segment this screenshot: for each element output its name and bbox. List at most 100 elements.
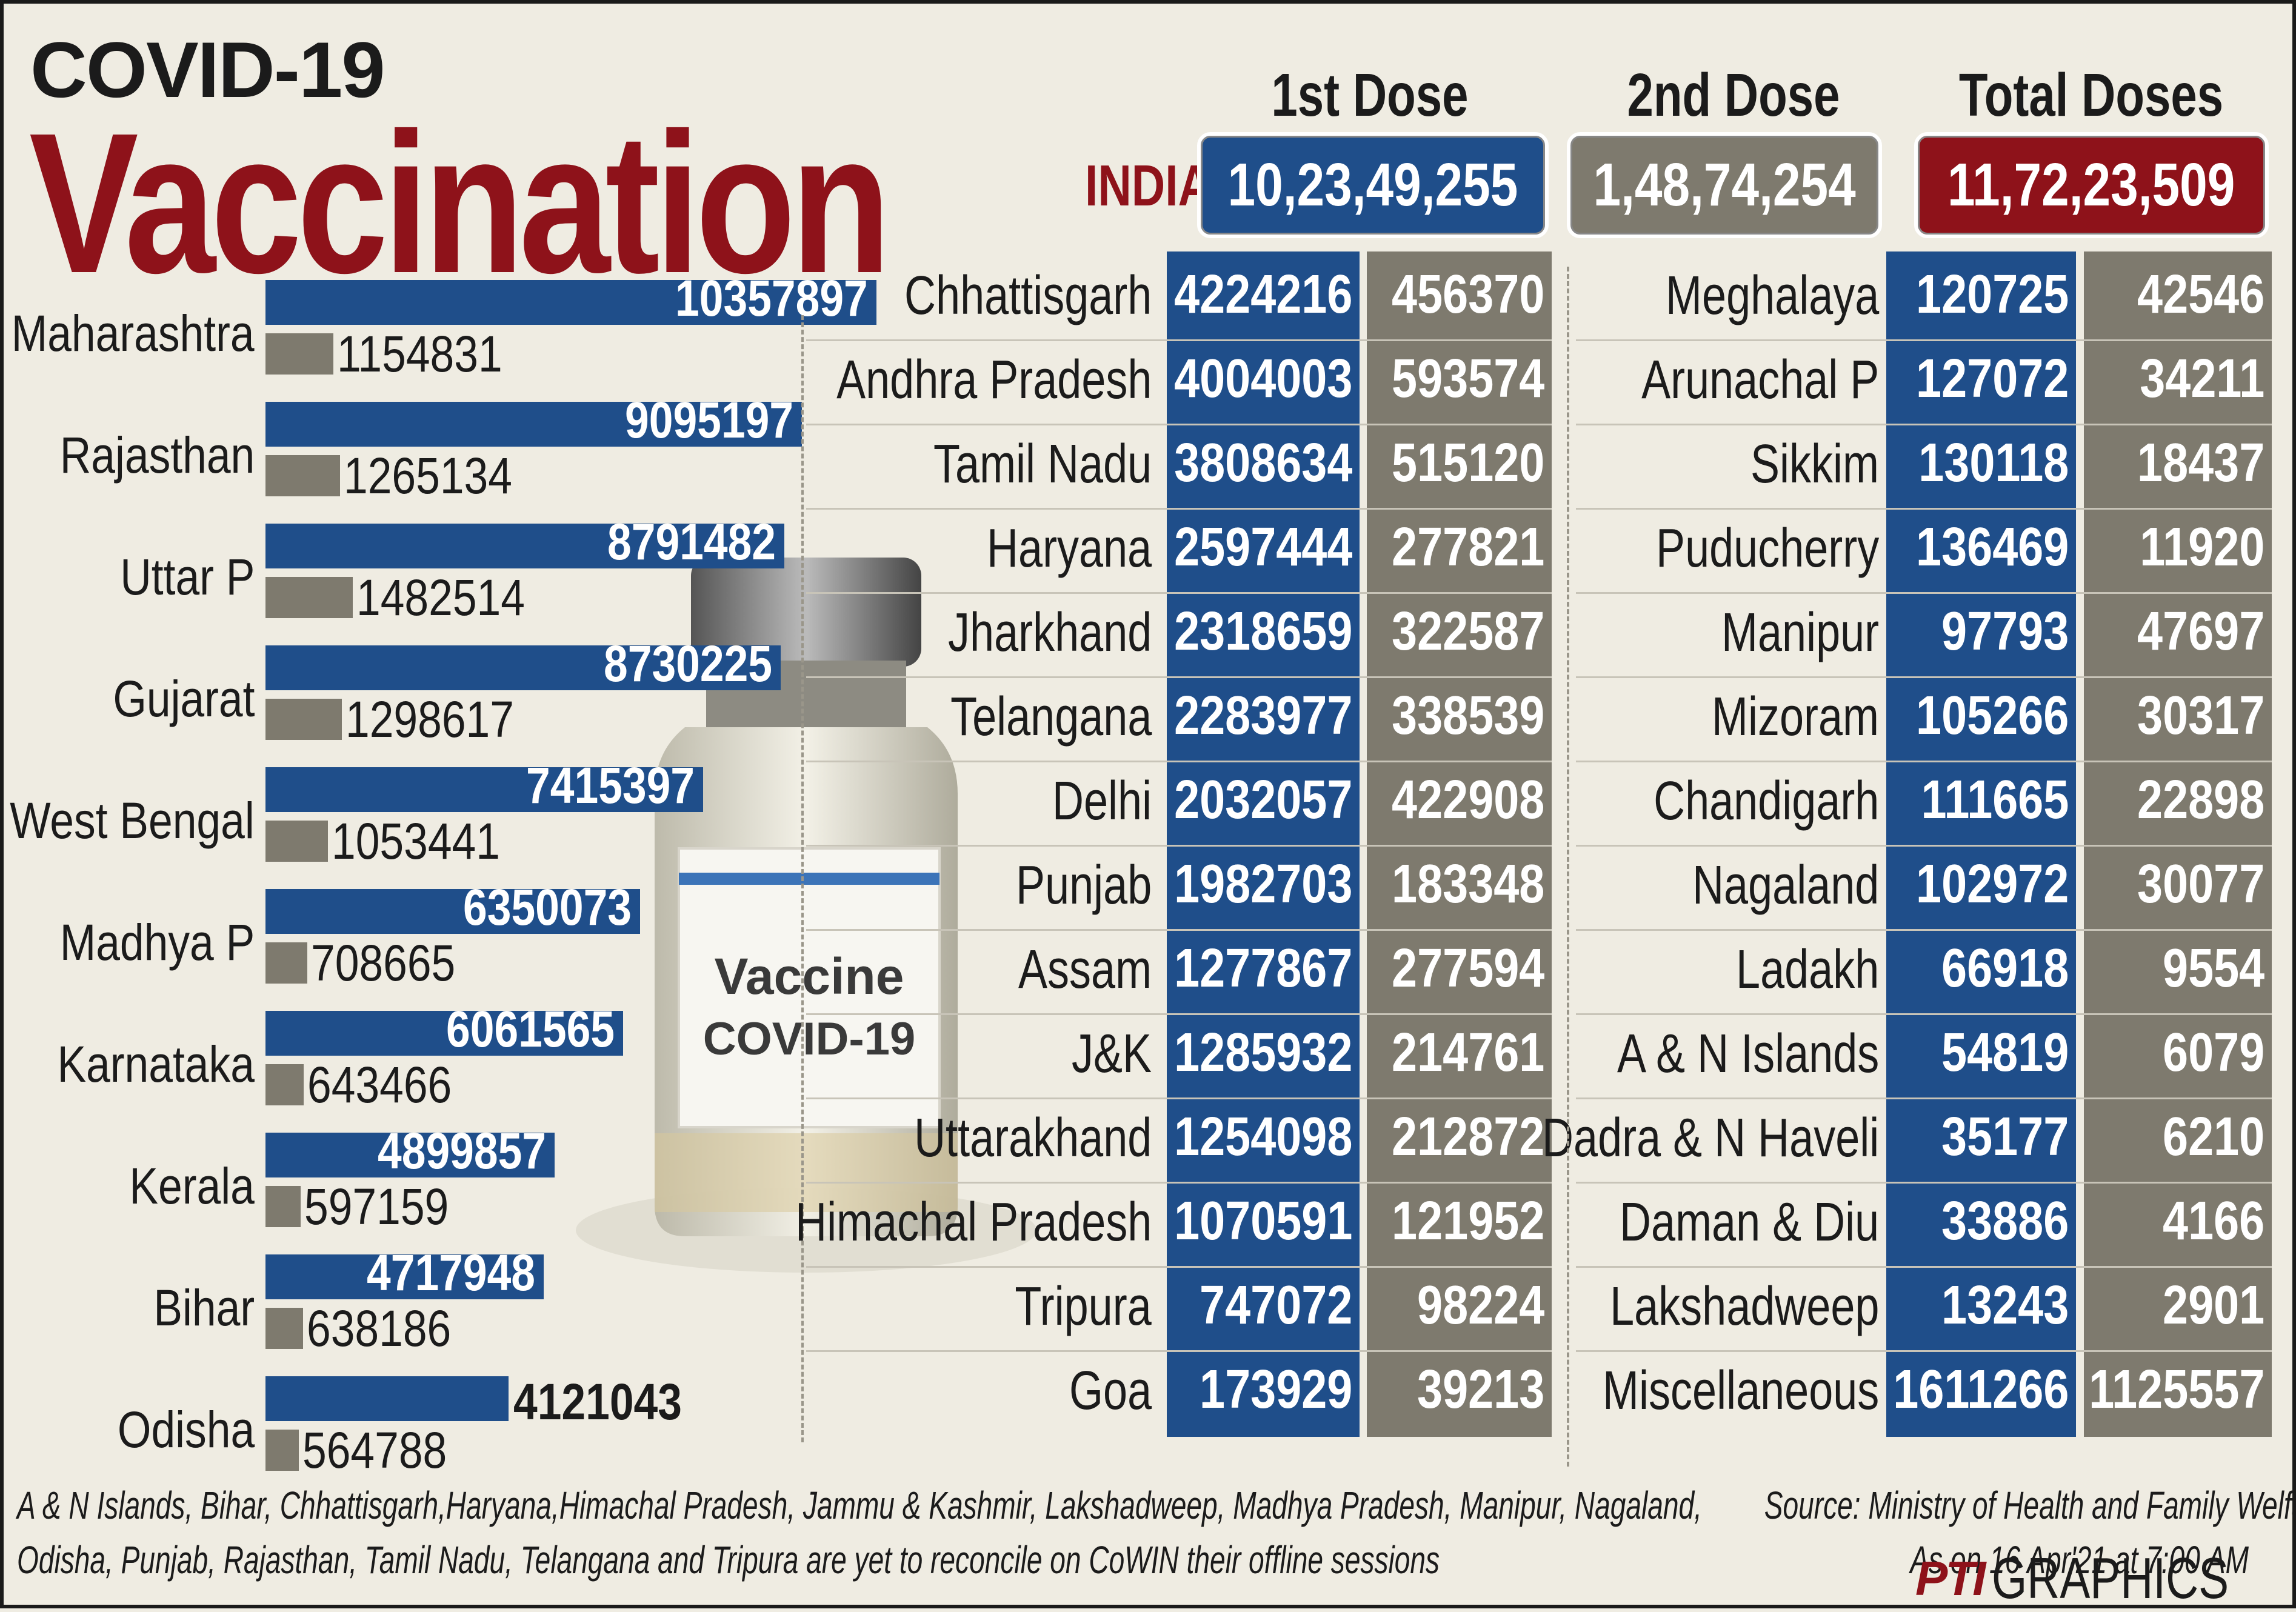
table-cell-first-dose: 97793: [1941, 601, 2069, 662]
bar-first-dose-value: 6061565: [446, 1001, 615, 1057]
table-row-separator: [1576, 424, 2272, 425]
table-divider: [1567, 267, 1569, 1467]
chart-guide-line: [801, 315, 804, 1442]
table-row-label: Uttarakhand: [913, 1108, 1152, 1168]
bar-second-dose: [265, 333, 334, 375]
table-row-separator: [806, 339, 1552, 341]
header-first-dose: 1st Dose: [1271, 61, 1469, 129]
bar-second-dose: [265, 942, 307, 984]
pti-logo-mark: PTI: [1915, 1551, 1986, 1605]
table-cell-first-dose: 4224216: [1173, 264, 1352, 325]
table-row-label: Nagaland: [1692, 855, 1879, 916]
table-cell-first-dose: 54819: [1941, 1022, 2069, 1083]
table-row-separator: [806, 424, 1552, 425]
header-second-dose: 2nd Dose: [1627, 61, 1840, 129]
table-row-label: Jharkhand: [947, 602, 1152, 663]
table-row-label: Goa: [1069, 1361, 1152, 1421]
table-row-separator: [806, 845, 1552, 847]
table-cell-first-dose: 13243: [1941, 1275, 2069, 1336]
table-row-separator: [806, 1182, 1552, 1184]
pti-graphics-logo: PTI GRAPHICS: [1915, 1545, 2296, 1612]
table-cell-second-dose: 121952: [1391, 1191, 1544, 1251]
table-row-label: Mizoram: [1711, 687, 1879, 747]
bar-category-label: Uttar P: [119, 548, 255, 605]
footnote-line-1: A & N Islands, Bihar, Chhattisgarh,Harya…: [17, 1484, 1702, 1527]
bar-category-label: West Bengal: [10, 792, 255, 849]
table-row-label: Sikkim: [1750, 434, 1879, 495]
table-row-label: Meghalaya: [1665, 265, 1879, 326]
table-row-label: Ladakh: [1735, 939, 1879, 1000]
bar-second-dose-value: 1154831: [337, 325, 503, 382]
table-cell-second-dose: 30317: [2137, 685, 2264, 746]
bar-first-dose: [265, 402, 803, 447]
table-cell-first-dose: 120725: [1915, 264, 2069, 325]
vial-label-line2: COVID-19: [703, 1013, 916, 1065]
second-dose-column: [2084, 251, 2272, 1437]
bar-category-label: Rajasthan: [59, 427, 255, 484]
bar-first-dose: [265, 1011, 623, 1056]
bar-second-dose: [265, 577, 353, 618]
table-row-label: Tamil Nadu: [933, 434, 1152, 495]
header-total-doses: Total Doses: [1958, 61, 2224, 129]
bar-category-label: Kerala: [129, 1157, 255, 1214]
bar-second-dose: [265, 1064, 304, 1105]
table-row-label: Arunachal P: [1641, 350, 1879, 410]
bar-second-dose: [265, 455, 341, 496]
bar-category-label: Madhya P: [59, 914, 255, 971]
india-second-dose-pill: 1,48,74,254: [1567, 132, 1882, 238]
country-label: INDIA: [1085, 153, 1212, 218]
table-cell-second-dose: 11920: [2139, 517, 2264, 578]
table-cell-first-dose: 2032057: [1173, 770, 1352, 830]
bar-second-dose: [265, 1186, 301, 1227]
table-row-separator: [1576, 592, 2272, 594]
bar-second-dose-value: 643466: [307, 1056, 452, 1113]
bar-first-dose-value: 4717948: [367, 1244, 536, 1301]
bar-second-dose-value: 638186: [307, 1300, 452, 1357]
table-row-label: Delhi: [1052, 771, 1152, 831]
table-row-label: Puducherry: [1655, 518, 1879, 579]
second-dose-column: [1367, 251, 1552, 1437]
table-row-separator: [1576, 1013, 2272, 1015]
source-block: Source: Ministry of Health and Family We…: [1576, 1479, 2296, 1587]
first-dose-column: [1886, 251, 2076, 1437]
bar-first-dose: [265, 1133, 555, 1177]
table-cell-first-dose: 1070591: [1173, 1191, 1352, 1251]
bar-category-label: Odisha: [117, 1401, 255, 1458]
bar-first-dose-value: 8730225: [603, 635, 772, 692]
table-row-label: A & N Islands: [1617, 1024, 1879, 1084]
bar-first-dose-value: 4121043: [513, 1373, 682, 1430]
bar-second-dose-value: 597159: [304, 1178, 449, 1235]
table-cell-second-dose: 593574: [1391, 348, 1544, 409]
footnote: A & N Islands, Bihar, Chhattisgarh,Harya…: [17, 1479, 2296, 1587]
bar-first-dose-value: 8791482: [607, 513, 776, 570]
table-cell-second-dose: 34211: [2139, 348, 2264, 409]
bar-second-dose-value: 1482514: [356, 569, 526, 626]
table-row-separator: [1576, 339, 2272, 341]
table-row-separator: [1576, 761, 2272, 762]
bar-first-dose: [265, 1376, 509, 1421]
bar-first-dose-value: 6350073: [463, 879, 632, 936]
bar-second-dose-value: 1265134: [344, 447, 513, 504]
table-cell-second-dose: 39213: [1417, 1359, 1544, 1420]
kicker-title: COVID-19: [30, 25, 385, 114]
table-cell-second-dose: 47697: [2137, 601, 2264, 662]
table-row-label: Lakshadweep: [1609, 1276, 1879, 1337]
india-second-dose-value: 1,48,74,254: [1593, 151, 1856, 219]
table-cell-first-dose: 33886: [1941, 1191, 2069, 1251]
table-cell-second-dose: 4166: [2162, 1191, 2264, 1251]
bar-category-label: Karnataka: [57, 1036, 255, 1093]
table-row-label: Haryana: [986, 518, 1152, 579]
table-cell-second-dose: 2901: [2162, 1275, 2264, 1336]
table-row-separator: [806, 1350, 1552, 1352]
table-row-label: Daman & Diu: [1619, 1192, 1879, 1253]
table-cell-first-dose: 136469: [1915, 517, 2069, 578]
table-cell-first-dose: 105266: [1915, 685, 2069, 746]
bar-second-dose-value: 1053441: [331, 813, 500, 870]
table-row-label: Assam: [1018, 939, 1152, 1000]
table-row-separator: [1576, 929, 2272, 931]
india-total-doses-pill: 11,72,23,509: [1914, 132, 2269, 238]
table-row-separator: [1576, 845, 2272, 847]
table-row-separator: [1576, 1350, 2272, 1352]
table-cell-first-dose: 66918: [1941, 938, 2069, 999]
table-cell-first-dose: 1277867: [1173, 938, 1352, 999]
